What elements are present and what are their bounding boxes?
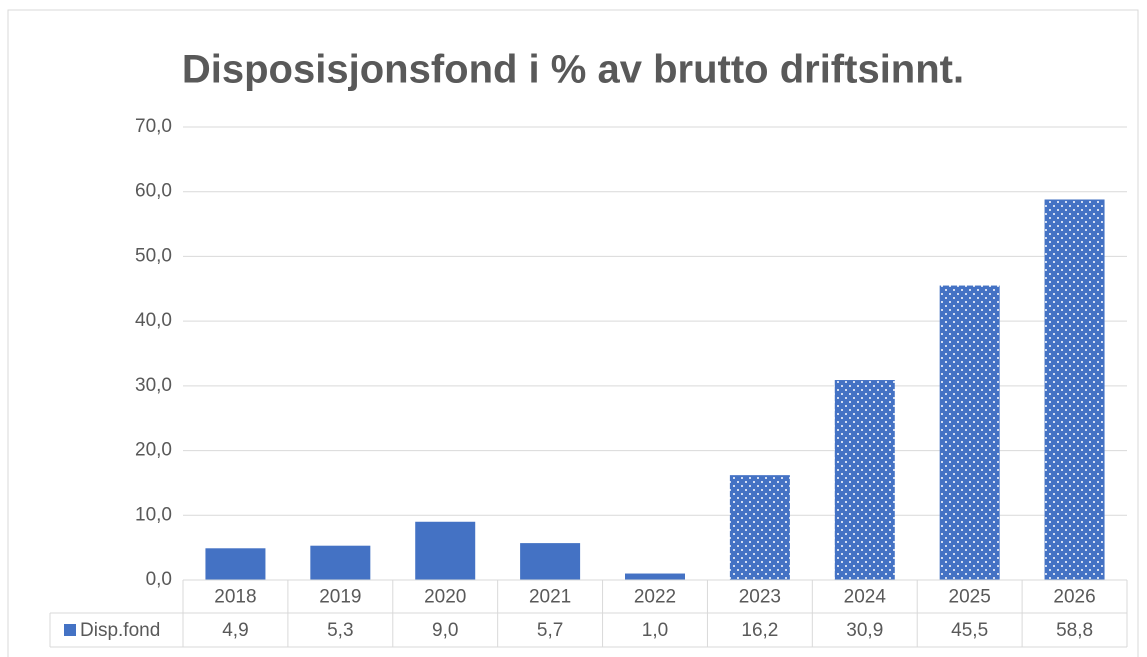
bar (520, 543, 581, 580)
bar (939, 285, 1000, 580)
x-tick-label: 2023 (739, 587, 781, 608)
legend-label: Disp.fond (80, 620, 160, 641)
data-table-value: 4,9 (222, 620, 248, 641)
data-table-value: 16,2 (741, 620, 778, 641)
y-tick-label: 40,0 (135, 310, 172, 331)
data-table-value: 1,0 (642, 620, 668, 641)
chart-title: Disposisjonsfond i % av brutto driftsinn… (182, 48, 964, 92)
y-tick-label: 60,0 (135, 181, 172, 202)
data-table-value: 45,5 (951, 620, 988, 641)
y-tick-label: 20,0 (135, 440, 172, 461)
legend-key (64, 624, 76, 636)
y-tick-label: 30,0 (135, 375, 172, 396)
y-tick-label: 50,0 (135, 245, 172, 266)
x-tick-label: 2022 (634, 587, 676, 608)
x-tick-label: 2020 (424, 587, 466, 608)
bar (834, 380, 895, 580)
bar (415, 521, 476, 580)
data-table-value: 58,8 (1056, 620, 1093, 641)
x-tick-label: 2021 (529, 587, 571, 608)
y-tick-label: 70,0 (135, 116, 172, 137)
y-tick-label: 0,0 (146, 569, 172, 590)
x-tick-label: 2025 (949, 587, 991, 608)
bar (1044, 199, 1105, 581)
x-tick-label: 2018 (214, 587, 256, 608)
x-tick-label: 2019 (319, 587, 361, 608)
x-tick-label: 2026 (1053, 587, 1095, 608)
bar (625, 573, 685, 580)
bar (205, 548, 266, 580)
data-table-value: 5,7 (537, 620, 563, 641)
bar (310, 545, 371, 580)
x-tick-label: 2024 (844, 587, 887, 608)
data-table-value: 30,9 (846, 620, 883, 641)
y-tick-label: 10,0 (135, 504, 172, 525)
data-table-value: 5,3 (327, 620, 353, 641)
data-table-value: 9,0 (432, 620, 458, 641)
bar (729, 475, 790, 580)
